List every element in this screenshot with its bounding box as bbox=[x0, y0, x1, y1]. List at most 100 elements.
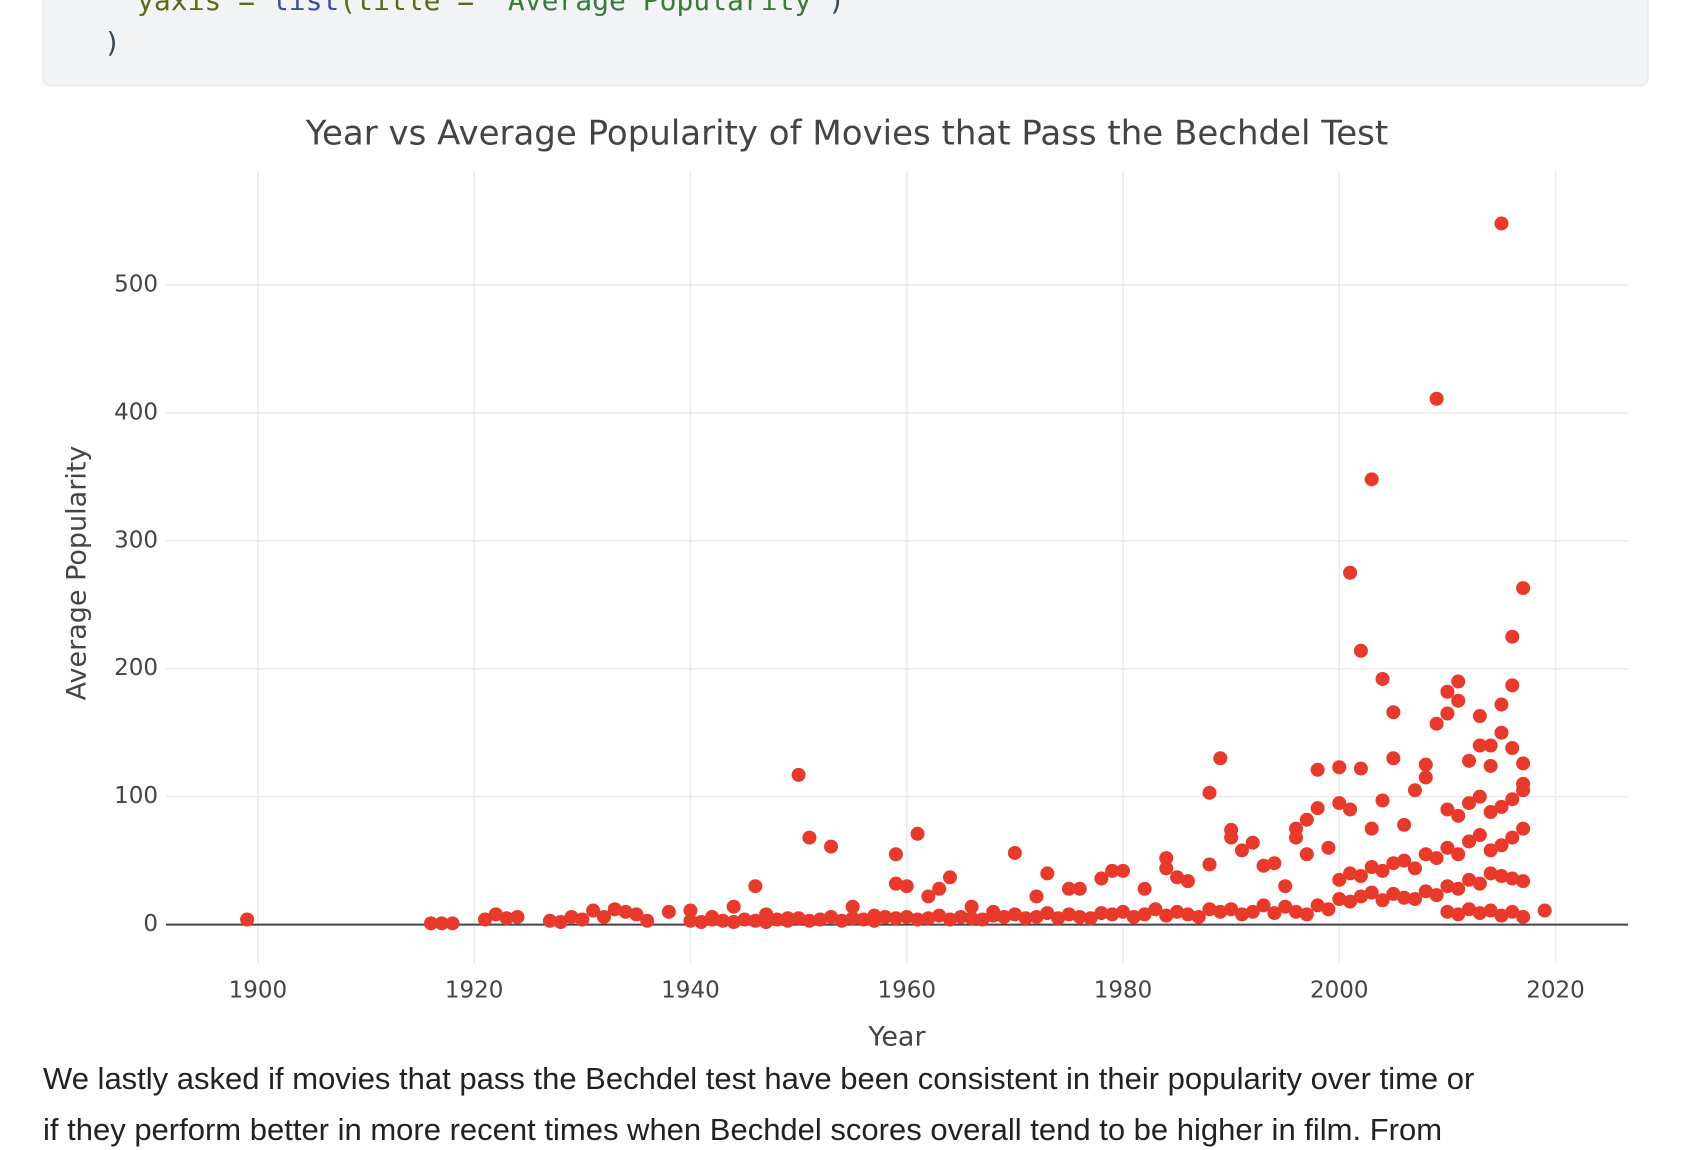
point bbox=[488, 907, 503, 922]
point bbox=[1462, 796, 1477, 811]
point bbox=[1462, 753, 1477, 768]
point bbox=[1472, 738, 1487, 753]
point bbox=[640, 913, 655, 928]
point bbox=[921, 911, 936, 926]
point bbox=[1202, 902, 1217, 917]
point bbox=[921, 889, 936, 904]
point bbox=[888, 876, 903, 891]
point bbox=[910, 826, 925, 841]
code-line: yaxis = list(title = "Average Popularity… bbox=[137, 0, 845, 17]
point bbox=[1202, 857, 1217, 872]
point bbox=[878, 909, 893, 924]
point bbox=[748, 879, 763, 894]
point bbox=[1159, 908, 1174, 923]
point bbox=[1299, 907, 1314, 922]
point bbox=[932, 881, 947, 896]
y-tick-label: 300 bbox=[114, 527, 158, 553]
point bbox=[575, 912, 590, 927]
point bbox=[1332, 872, 1347, 887]
point bbox=[1451, 693, 1466, 708]
point bbox=[1462, 834, 1477, 849]
point bbox=[1180, 907, 1195, 922]
point bbox=[1353, 889, 1368, 904]
point bbox=[683, 903, 698, 918]
point bbox=[1483, 805, 1498, 820]
point bbox=[964, 911, 979, 926]
point bbox=[1483, 843, 1498, 858]
point bbox=[1516, 821, 1531, 836]
point bbox=[845, 911, 860, 926]
point bbox=[1029, 909, 1044, 924]
point bbox=[683, 913, 698, 928]
point bbox=[1343, 866, 1358, 881]
point bbox=[1440, 684, 1455, 699]
point bbox=[499, 911, 514, 926]
point bbox=[1472, 789, 1487, 804]
point bbox=[1407, 892, 1422, 907]
point bbox=[1148, 902, 1163, 917]
point bbox=[542, 913, 557, 928]
point bbox=[1397, 853, 1412, 868]
point bbox=[1321, 902, 1336, 917]
point bbox=[1353, 761, 1368, 776]
point bbox=[596, 909, 611, 924]
code-token: (title = bbox=[339, 0, 491, 17]
point bbox=[618, 904, 633, 919]
point bbox=[1537, 903, 1552, 918]
point bbox=[888, 847, 903, 862]
point bbox=[1105, 907, 1120, 922]
point bbox=[1343, 565, 1358, 580]
point bbox=[932, 908, 947, 923]
point bbox=[1505, 904, 1520, 919]
point bbox=[1159, 851, 1174, 866]
point bbox=[1451, 907, 1466, 922]
point bbox=[1234, 907, 1249, 922]
point bbox=[1299, 812, 1314, 827]
point bbox=[445, 916, 460, 931]
point bbox=[1202, 785, 1217, 800]
point bbox=[1007, 845, 1022, 860]
point bbox=[1094, 906, 1109, 921]
point bbox=[478, 912, 493, 927]
point bbox=[1224, 830, 1239, 845]
point bbox=[1256, 898, 1271, 913]
point bbox=[726, 915, 741, 930]
point bbox=[1061, 907, 1076, 922]
point bbox=[1061, 881, 1076, 896]
point bbox=[1505, 871, 1520, 886]
point bbox=[1116, 904, 1131, 919]
point bbox=[1494, 908, 1509, 923]
point bbox=[694, 915, 709, 930]
point bbox=[1472, 876, 1487, 891]
point bbox=[1440, 904, 1455, 919]
point bbox=[780, 913, 795, 928]
x-tick-label: 1960 bbox=[877, 978, 936, 1004]
point bbox=[1180, 874, 1195, 889]
point bbox=[1451, 847, 1466, 862]
y-tick-label: 0 bbox=[143, 911, 158, 937]
point bbox=[1332, 892, 1347, 907]
point bbox=[1126, 909, 1141, 924]
point bbox=[975, 912, 990, 927]
point bbox=[1386, 856, 1401, 871]
point bbox=[1137, 907, 1152, 922]
point bbox=[1483, 758, 1498, 773]
point bbox=[1440, 706, 1455, 721]
point bbox=[1472, 709, 1487, 724]
point bbox=[759, 915, 774, 930]
point bbox=[1051, 911, 1066, 926]
point bbox=[953, 909, 968, 924]
point bbox=[1245, 835, 1260, 850]
point bbox=[1440, 840, 1455, 855]
point bbox=[240, 912, 255, 927]
point bbox=[1516, 756, 1531, 771]
point bbox=[1040, 906, 1055, 921]
point bbox=[899, 879, 914, 894]
point bbox=[942, 870, 957, 885]
x-tick-label: 2020 bbox=[1526, 978, 1585, 1004]
point bbox=[1364, 885, 1379, 900]
point bbox=[564, 909, 579, 924]
point bbox=[888, 911, 903, 926]
point bbox=[824, 839, 839, 854]
point bbox=[607, 902, 622, 917]
